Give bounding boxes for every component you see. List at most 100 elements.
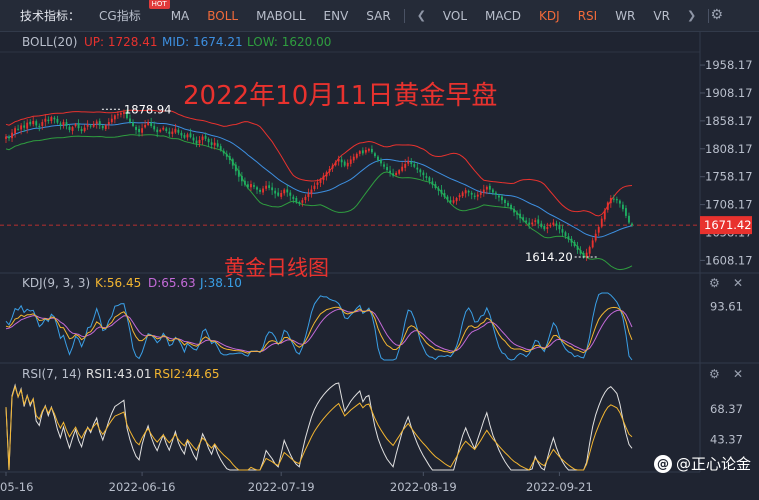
candle-body — [392, 173, 395, 176]
rsi-close-icon[interactable]: ✕ — [733, 367, 743, 381]
candle-body — [156, 129, 159, 133]
candle — [534, 217, 537, 226]
candle — [44, 114, 47, 127]
rsi-settings-icon[interactable]: ⚙ — [709, 367, 720, 381]
candle — [253, 182, 255, 190]
candle-body — [416, 167, 419, 170]
kdj-legend-d: D:65.63 — [148, 276, 196, 290]
candle-body — [213, 142, 216, 146]
boll-legend-mid: MID: 1674.21 — [162, 35, 243, 49]
toolbar-item-vol[interactable]: VOL — [442, 8, 468, 23]
toolbar-item-sar[interactable]: SAR — [366, 8, 391, 23]
candle-body — [389, 170, 392, 173]
candle-body — [295, 198, 298, 202]
candle-body — [304, 196, 307, 201]
candle-body — [510, 204, 512, 210]
candle-body — [585, 252, 588, 257]
candle-body — [41, 122, 44, 126]
candle-body — [346, 162, 349, 167]
candle-body — [367, 148, 370, 151]
candle-body — [458, 195, 461, 198]
chevron-left-icon[interactable]: ❮ — [416, 9, 426, 22]
candle-body — [183, 135, 186, 138]
candle — [525, 217, 528, 224]
candle — [298, 200, 301, 207]
candle-body — [494, 192, 497, 195]
candle-body — [262, 188, 264, 193]
candle-body — [228, 156, 231, 161]
candle-body — [38, 125, 41, 127]
candle — [377, 155, 379, 163]
candle-body — [322, 175, 325, 181]
candle-body — [171, 131, 174, 134]
candle — [434, 181, 437, 190]
candle — [147, 119, 150, 127]
candle — [204, 132, 207, 142]
candle-body — [491, 189, 494, 193]
candle — [325, 170, 328, 181]
candle — [104, 123, 107, 132]
candle — [80, 126, 83, 134]
candle-body — [437, 188, 440, 191]
candle-body — [32, 120, 35, 125]
candle — [283, 188, 286, 196]
toolbar-item-boll[interactable]: BOLL — [207, 8, 239, 23]
candle — [352, 153, 355, 164]
candle — [467, 189, 470, 197]
boll-upper-band — [5, 109, 633, 217]
toolbar-item-wr[interactable]: WR — [615, 8, 636, 23]
candle — [585, 248, 588, 261]
candle-body — [138, 128, 140, 133]
candle — [485, 185, 488, 195]
candle — [558, 221, 561, 234]
candle-body — [162, 127, 165, 130]
candle-body — [246, 184, 249, 188]
candle — [304, 194, 307, 204]
toolbar-item-vr[interactable]: VR — [653, 8, 670, 23]
candle-body — [618, 200, 621, 204]
candle-body — [219, 146, 222, 150]
toolbar-item-env[interactable]: ENV — [323, 8, 349, 23]
candle — [437, 186, 440, 196]
candle — [289, 190, 292, 201]
candle — [340, 156, 343, 168]
candle — [268, 181, 271, 191]
gear-icon[interactable]: ⚙ — [710, 7, 723, 23]
price-tick-label: 1758.17 — [705, 170, 753, 184]
toolbar-item-ma[interactable]: MA — [170, 8, 190, 23]
candle — [20, 123, 23, 135]
candle-body — [283, 189, 286, 194]
kdj-d-line — [5, 308, 633, 353]
candle-body — [534, 220, 537, 222]
toolbar-item-macd[interactable]: MACD — [485, 8, 522, 23]
candle-body — [340, 159, 343, 163]
candle-body — [26, 122, 29, 129]
candle — [383, 161, 385, 170]
toolbar-item-kdj[interactable]: KDJ — [539, 8, 560, 23]
chevron-right-icon[interactable]: ❯ — [686, 9, 697, 22]
toolbar-item-maboll[interactable]: MABOLL — [256, 8, 306, 23]
candle — [126, 109, 128, 120]
kdj-settings-icon[interactable]: ⚙ — [709, 276, 720, 290]
toolbar-item-cg[interactable]: CG指标 HOT — [90, 0, 170, 24]
candle — [600, 215, 603, 229]
candle — [50, 115, 53, 124]
candle — [543, 223, 546, 232]
candle — [156, 126, 159, 138]
boll-middle-band — [5, 122, 633, 238]
candle — [198, 136, 201, 148]
candle — [250, 180, 252, 192]
candle — [210, 138, 213, 149]
candle — [56, 115, 59, 125]
candle — [35, 119, 38, 129]
candle — [380, 157, 382, 167]
candle — [392, 168, 395, 178]
kdj-close-icon[interactable]: ✕ — [733, 276, 743, 290]
candle — [334, 160, 337, 167]
toolbar-item-rsi[interactable]: RSI — [577, 8, 598, 23]
candle-body — [132, 122, 134, 126]
candle — [246, 181, 249, 190]
candle — [440, 184, 443, 197]
watermark: @ @正心论金 — [653, 453, 751, 474]
candle — [132, 119, 134, 128]
